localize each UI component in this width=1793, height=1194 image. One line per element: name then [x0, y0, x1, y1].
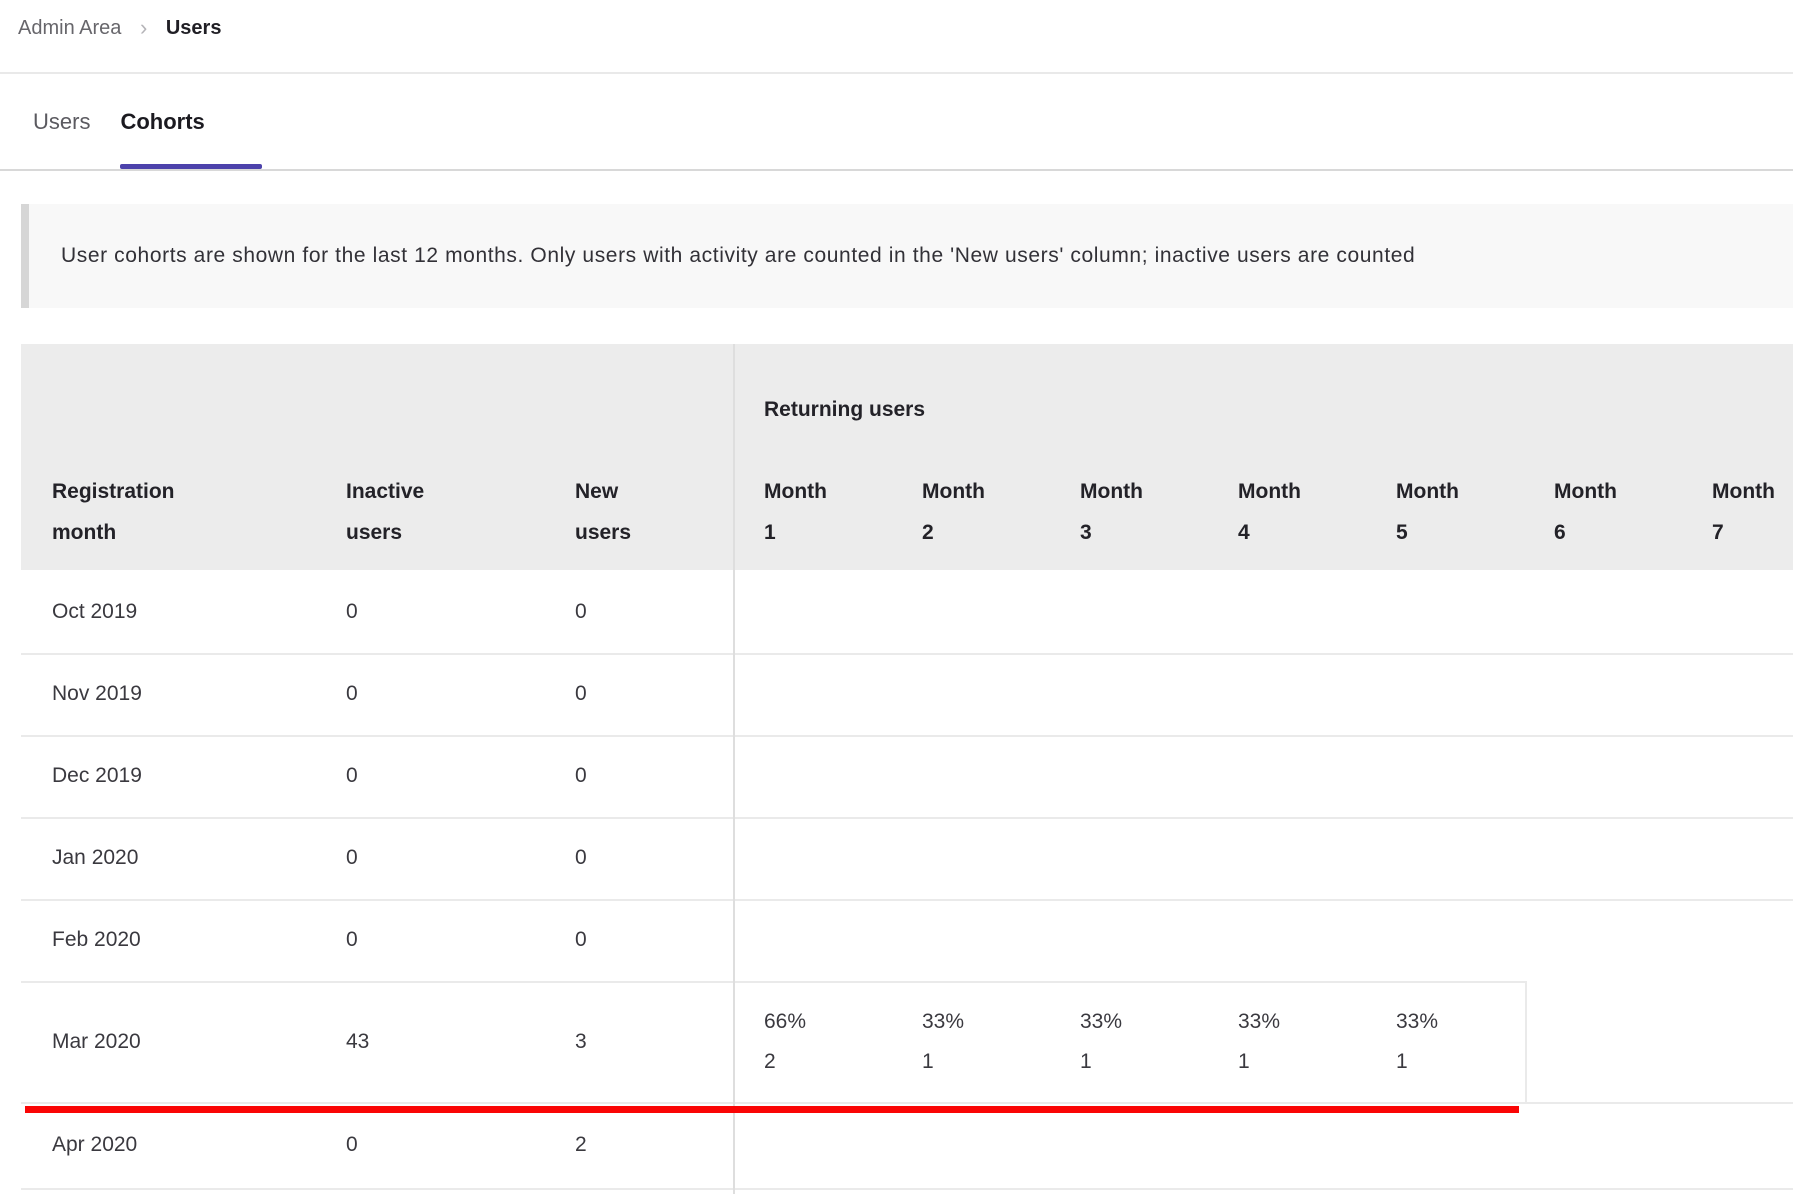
column-header-new-users: New users	[575, 480, 632, 544]
cell-registration-month: Nov 2019	[52, 682, 142, 705]
table-row-oct-2019: Oct 2019 0 0	[21, 570, 1793, 653]
table-row-nov-2019: Nov 2019 0 0	[21, 653, 1793, 735]
cohort-cell-month-4: 33% 1	[1207, 1002, 1365, 1082]
column-header-inactive-users: Inactive users	[346, 480, 425, 544]
cell-registration-month: Oct 2019	[52, 599, 138, 623]
table-row-dec-2019: Dec 2019 0 0	[21, 735, 1793, 817]
cell-registration-month: Jan 2020	[52, 846, 139, 869]
column-header-month-4: Month 4	[1238, 480, 1301, 544]
cell-inactive-users: 0	[346, 846, 358, 869]
cohort-percentage: 66%	[764, 1009, 807, 1033]
column-header-month-2: Month 2	[922, 480, 985, 544]
cell-inactive-users: 0	[346, 928, 358, 951]
info-banner: User cohorts are shown for the last 12 m…	[21, 204, 1793, 308]
column-group-divider	[733, 344, 735, 1194]
column-header-registration-month: Registration month	[52, 480, 175, 544]
cell-inactive-users: 0	[346, 599, 358, 623]
row-divider	[21, 1102, 1793, 1104]
table-row-feb-2020: Feb 2020 0 0	[21, 899, 1793, 981]
row-divider	[21, 899, 1793, 901]
tabs: Users Cohorts	[0, 74, 1793, 171]
cell-inactive-users: 0	[346, 1133, 358, 1156]
cell-registration-month: Mar 2020	[52, 1029, 141, 1053]
breadcrumb-current-page: Users	[165, 17, 222, 39]
breadcrumb: Admin Area › Users	[0, 0, 1793, 74]
cohorts-table: Registration month Inactive users New us…	[21, 344, 1793, 1194]
cell-new-users: 0	[575, 846, 587, 869]
cohort-count: 1	[1396, 1049, 1408, 1073]
cell-new-users: 0	[575, 682, 587, 705]
cohort-count: 1	[1080, 1049, 1092, 1073]
row-divider	[21, 1188, 1793, 1190]
cohort-count: 1	[922, 1049, 934, 1073]
breadcrumb-link-admin-area[interactable]: Admin Area	[18, 17, 122, 39]
table-row-mar-2020: Mar 2020 43 3 66% 2 33% 1 33% 1 33% 1 33…	[21, 981, 1793, 1102]
row-divider	[21, 653, 1793, 655]
tab-users-label: Users	[33, 108, 91, 134]
cohort-count: 1	[1238, 1049, 1250, 1073]
cohort-percentage: 33%	[922, 1009, 965, 1033]
cell-new-users: 2	[575, 1133, 587, 1156]
cell-new-users: 3	[575, 1029, 587, 1053]
row-divider	[21, 735, 1793, 737]
cell-new-users: 0	[575, 599, 587, 623]
table-row-apr-2020: Apr 2020 0 2	[21, 1102, 1793, 1188]
cohort-percentage: 33%	[1396, 1009, 1439, 1033]
cell-registration-month: Feb 2020	[52, 928, 141, 951]
column-header-month-1: Month 1	[764, 480, 827, 544]
cell-inactive-users: 43	[346, 1029, 370, 1053]
cell-new-users: 0	[575, 764, 587, 787]
table-row-jan-2020: Jan 2020 0 0	[21, 817, 1793, 899]
month5-cell-border	[1525, 981, 1527, 1102]
cell-inactive-users: 0	[346, 682, 358, 705]
column-header-month-3: Month 3	[1080, 480, 1143, 544]
row-divider	[21, 817, 1793, 819]
table-header: Registration month Inactive users New us…	[21, 344, 1793, 570]
red-annotation-line	[25, 1106, 1519, 1113]
info-banner-text: User cohorts are shown for the last 12 m…	[61, 244, 1416, 267]
cohort-percentage: 33%	[1238, 1009, 1281, 1033]
cell-registration-month: Apr 2020	[52, 1133, 138, 1156]
cohort-cell-month-1: 66% 2	[733, 1002, 891, 1082]
row-divider	[21, 981, 1525, 983]
chevron-right-icon: ›	[139, 15, 148, 40]
tab-cohorts[interactable]: Cohorts	[120, 74, 263, 169]
cell-registration-month: Dec 2019	[52, 764, 142, 787]
returning-users-group-header: Returning users	[764, 398, 926, 421]
active-tab-indicator	[120, 164, 263, 169]
cohort-cell-month-2: 33% 1	[891, 1002, 1049, 1082]
tab-cohorts-label: Cohorts	[120, 108, 205, 134]
column-header-month-7: Month 7	[1712, 480, 1775, 544]
cohort-cell-month-5: 33% 1	[1365, 1002, 1523, 1082]
cell-inactive-users: 0	[346, 764, 358, 787]
cohort-count: 2	[764, 1049, 776, 1073]
cell-new-users: 0	[575, 928, 587, 951]
cohort-cell-month-3: 33% 1	[1049, 1002, 1207, 1082]
column-header-month-5: Month 5	[1396, 480, 1459, 544]
cohort-percentage: 33%	[1080, 1009, 1123, 1033]
tab-users[interactable]: Users	[33, 74, 90, 169]
column-header-month-6: Month 6	[1554, 480, 1617, 544]
